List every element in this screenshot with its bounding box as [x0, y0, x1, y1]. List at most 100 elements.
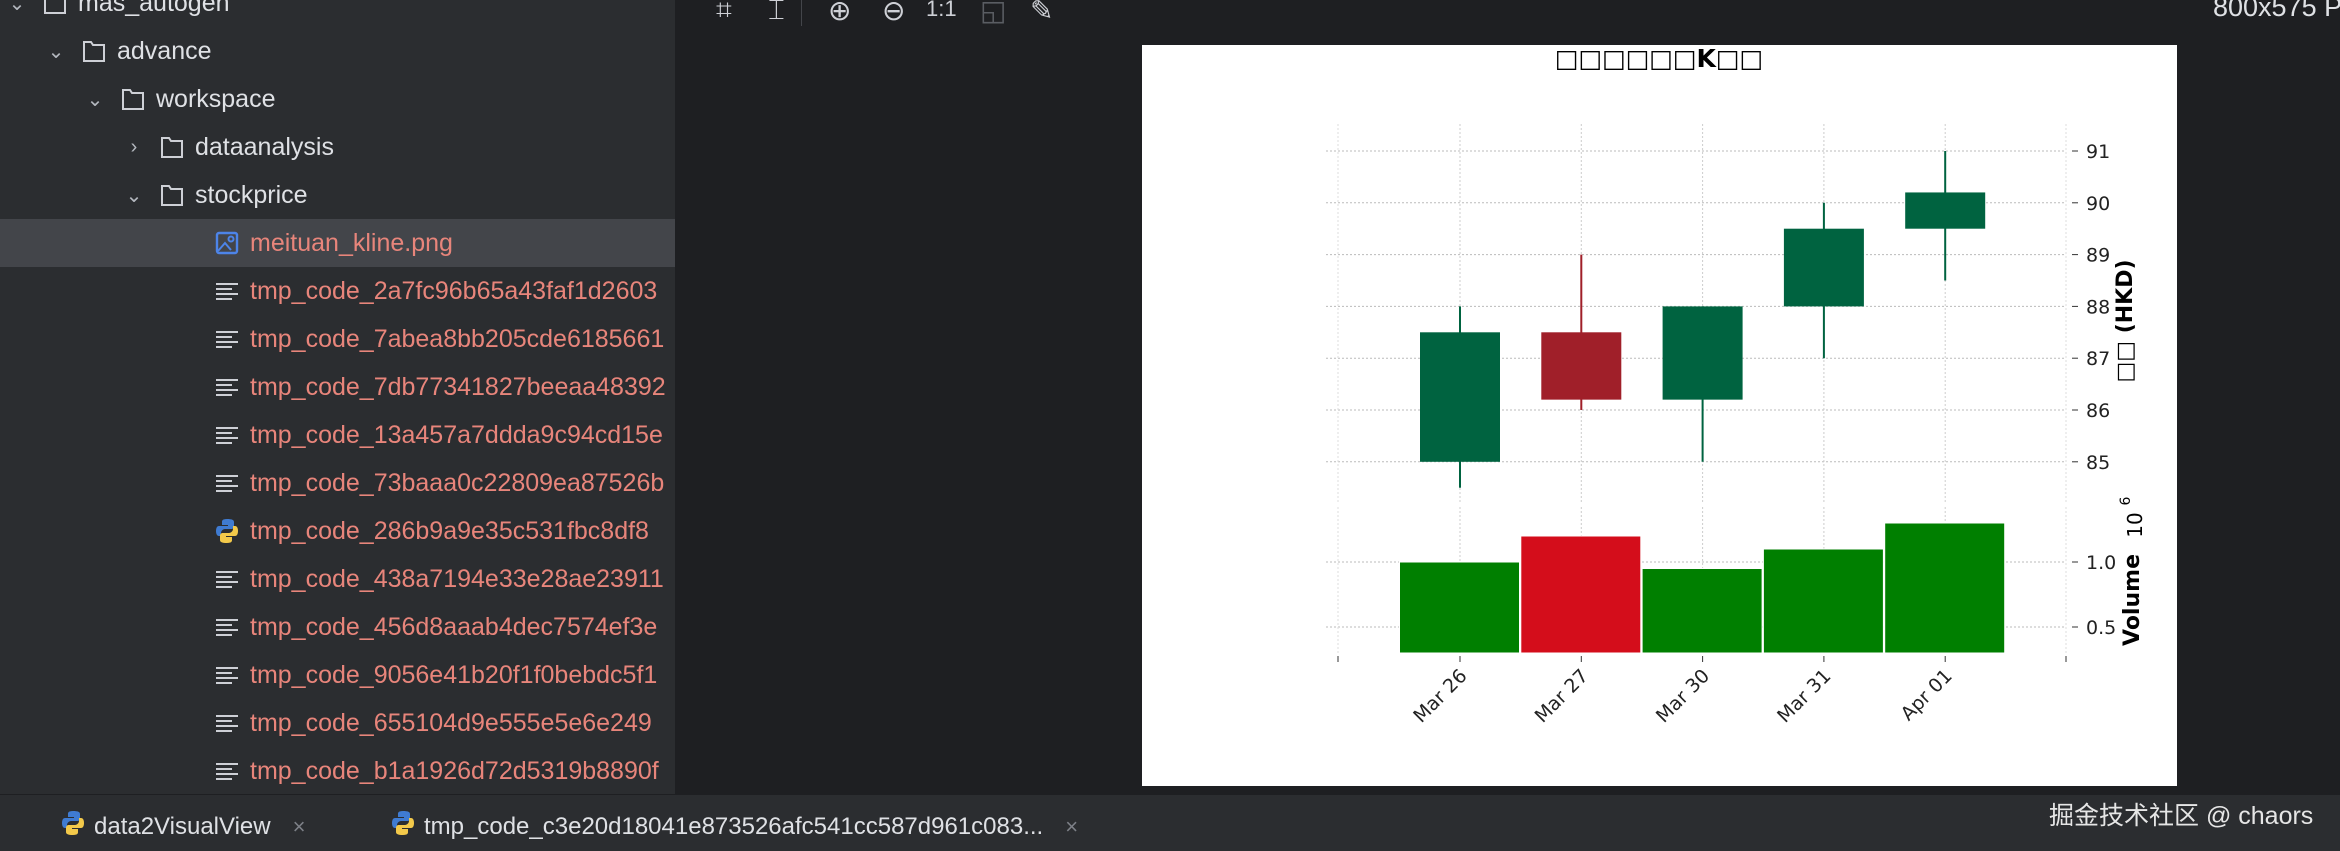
folder-icon [42, 0, 68, 17]
chevron-down-icon[interactable]: ⌄ [86, 88, 104, 111]
tree-item-label: tmp_code_286b9a9e35c531fbc8df8 [250, 516, 649, 545]
x-tick-label: Mar 26 [1409, 665, 1471, 727]
candle-body [1541, 332, 1622, 400]
zoom-out-icon[interactable]: ⊖ [882, 0, 906, 26]
editor-tab[interactable]: tmp_code_c3e20d18041e873526afc541cc587d9… [390, 809, 1078, 844]
folder-icon [120, 85, 146, 113]
tree-file[interactable]: tmp_code_438a7194e33e28ae23911 [0, 555, 675, 603]
tree-item-label: stockprice [195, 180, 308, 209]
folder-icon [81, 37, 107, 65]
tree-item-label: tmp_code_456d8aaab4dec7574ef3e [250, 612, 658, 641]
text-file-icon [214, 613, 240, 641]
tree-file[interactable]: meituan_kline.png [0, 219, 675, 267]
tree-file[interactable]: tmp_code_655104d9e555e5e6e249 [0, 699, 675, 747]
x-tick-label: Mar 27 [1531, 665, 1593, 727]
candle-body [1783, 228, 1864, 307]
tree-item-label: tmp_code_2a7fc96b65a43faf1d2603 [250, 276, 658, 305]
tree-item-label: tmp_code_13a457a7ddda9c94cd15e [250, 420, 663, 449]
tree-item-label: tmp_code_9056e41b20f1f0bebdc5f1 [250, 660, 658, 689]
chart-title: □□□□□□K□□ [1555, 45, 1763, 73]
folder-icon [159, 181, 185, 209]
crop-icon[interactable]: ⌶ [768, 0, 785, 25]
python-file-icon [390, 809, 416, 844]
kline-chart: □□□□□□K□□ 85 86 87 88 89 90 91 0.5 1.0 Mar 26 Mar … [1326, 44, 2147, 727]
text-file-icon [214, 469, 240, 497]
text-file-icon [214, 757, 240, 785]
chevron-down-icon[interactable]: ⌄ [8, 0, 26, 15]
volume-bar [1884, 522, 2006, 654]
text-file-icon [214, 709, 240, 737]
tree-item-label: tmp_code_73baaa0c22809ea87526b [250, 468, 665, 497]
tree-file[interactable]: tmp_code_286b9a9e35c531fbc8df8 [0, 507, 675, 555]
text-file-icon [214, 661, 240, 689]
price-tick-label: 89 [2086, 245, 2110, 267]
chevron-down-icon[interactable]: ⌄ [47, 40, 65, 63]
image-viewer-toolbar: ⌗ ⌶ ⊕ ⊖ 1:1 ◱ ✎ [690, 0, 1090, 30]
tree-folder[interactable]: ⌄ advance [0, 27, 675, 75]
tree-file[interactable]: tmp_code_7abea8bb205cde6185661 [0, 315, 675, 363]
tree-file[interactable]: tmp_code_7db77341827beeaa48392 [0, 363, 675, 411]
price-tick-label: 86 [2086, 400, 2110, 422]
python-file-icon [60, 809, 86, 844]
editor-tab-bar: data2VisualView × tmp_code_c3e20d18041e873… [0, 794, 2340, 851]
price-tick-label: 88 [2086, 296, 2110, 318]
tree-item-label: mas_autogen [78, 0, 230, 17]
chevron-right-icon[interactable]: › [130, 135, 138, 158]
price-tick-label: 85 [2086, 452, 2110, 474]
watermark: 掘金技术社区 @ chaors [2049, 802, 2314, 830]
candle-body [1420, 332, 1500, 462]
volume-exponent-label: 6 [2118, 496, 2134, 505]
tree-item-label: workspace [156, 84, 276, 113]
text-file-icon [214, 565, 240, 593]
color-picker-icon[interactable]: ✎ [1030, 0, 1054, 26]
editor-tab[interactable]: data2VisualView × [60, 809, 305, 844]
tree-item-label: tmp_code_7abea8bb205cde6185661 [250, 324, 665, 353]
candle-body [1905, 192, 1986, 229]
folder-icon [159, 133, 185, 161]
volume-tick-label: 1.0 [2086, 552, 2116, 574]
x-tick-label: Apr 01 [1897, 665, 1957, 725]
price-tick-label: 91 [2086, 141, 2110, 163]
text-file-icon [214, 277, 240, 305]
background-icon[interactable]: ◱ [980, 0, 1007, 26]
tree-folder[interactable]: ⌄ stockprice [0, 171, 675, 219]
text-file-icon [214, 373, 240, 401]
price-axis-label: □□ (HKD) [2113, 259, 2138, 382]
tree-item-label: dataanalysis [195, 132, 334, 161]
tree-file[interactable]: tmp_code_2a7fc96b65a43faf1d2603 [0, 267, 675, 315]
image-file-icon [214, 229, 240, 257]
tree-item-label: tmp_code_7db77341827beeaa48392 [250, 372, 666, 401]
candle-body [1662, 306, 1743, 400]
tree-folder[interactable]: ⌄ mas_autogen [0, 0, 675, 27]
tree-file[interactable]: tmp_code_13a457a7ddda9c94cd15e [0, 411, 675, 459]
tree-item-label: tmp_code_655104d9e555e5e6e249 [250, 708, 652, 737]
text-file-icon [214, 325, 240, 353]
price-tick-label: 87 [2086, 348, 2110, 370]
volume-multiplier-label: 10 [2123, 512, 2147, 537]
tree-folder[interactable]: › dataanalysis [0, 123, 675, 171]
tree-file[interactable]: tmp_code_b1a1926d72d5319b8890f [0, 747, 675, 794]
volume-bar [1641, 568, 1763, 654]
tree-folder[interactable]: ⌄ workspace [0, 75, 675, 123]
close-tab-icon[interactable]: × [292, 813, 306, 839]
toolbar-divider [801, 0, 802, 26]
zoom-in-icon[interactable]: ⊕ [828, 0, 852, 26]
tree-file[interactable]: tmp_code_73baaa0c22809ea87526b [0, 459, 675, 507]
volume-tick-label: 0.5 [2086, 617, 2116, 639]
python-file-icon [214, 517, 240, 545]
volume-bar [1762, 548, 1884, 654]
chevron-down-icon[interactable]: ⌄ [125, 184, 143, 207]
project-file-tree: ⌄ mas_autogen ⌄ advance ⌄ workspace › dataanaly… [0, 0, 675, 794]
price-tick-label: 90 [2086, 193, 2110, 215]
tree-file[interactable]: tmp_code_9056e41b20f1f0bebdc5f1 [0, 651, 675, 699]
actual-size-button[interactable]: 1:1 [926, 0, 957, 21]
tree-item-label: tmp_code_b1a1926d72d5319b8890f [250, 756, 659, 785]
tree-item-label: tmp_code_438a7194e33e28ae23911 [250, 564, 664, 593]
fit-grid-icon[interactable]: ⌗ [716, 0, 732, 25]
tree-item-label: meituan_kline.png [250, 228, 453, 257]
tree-file[interactable]: tmp_code_456d8aaab4dec7574ef3e [0, 603, 675, 651]
tab-label: data2VisualView [94, 812, 271, 840]
volume-axis-label: Volume [2120, 554, 2145, 646]
tree-item-label: advance [117, 36, 212, 65]
close-tab-icon[interactable]: × [1065, 813, 1079, 839]
